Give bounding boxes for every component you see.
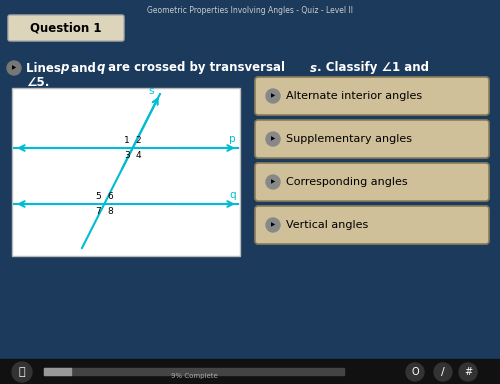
Text: ▶: ▶ xyxy=(12,66,16,71)
Text: #: # xyxy=(464,367,472,377)
Text: Alternate interior angles: Alternate interior angles xyxy=(286,91,422,101)
Circle shape xyxy=(12,362,32,382)
Bar xyxy=(44,368,71,375)
Text: Question 1: Question 1 xyxy=(30,22,102,35)
Text: Lines: Lines xyxy=(26,61,65,74)
Circle shape xyxy=(434,363,452,381)
Text: Vertical angles: Vertical angles xyxy=(286,220,368,230)
Circle shape xyxy=(459,363,477,381)
FancyBboxPatch shape xyxy=(255,120,489,158)
Text: 2: 2 xyxy=(136,136,141,145)
FancyBboxPatch shape xyxy=(255,206,489,244)
Text: p: p xyxy=(60,61,68,74)
FancyBboxPatch shape xyxy=(8,15,124,41)
Text: s: s xyxy=(148,86,154,96)
Text: q: q xyxy=(230,190,236,200)
Bar xyxy=(44,368,344,375)
Text: Corresponding angles: Corresponding angles xyxy=(286,177,408,187)
Text: ▶: ▶ xyxy=(271,93,275,99)
Text: ▶: ▶ xyxy=(271,179,275,184)
Text: 9% Complete: 9% Complete xyxy=(170,373,218,379)
FancyBboxPatch shape xyxy=(12,88,240,256)
Circle shape xyxy=(266,218,280,232)
Bar xyxy=(0,359,500,384)
Text: /: / xyxy=(441,367,445,377)
Circle shape xyxy=(266,89,280,103)
Text: ⏸: ⏸ xyxy=(18,367,26,377)
Text: p: p xyxy=(230,134,236,144)
Text: O: O xyxy=(411,367,419,377)
Text: ∠5.: ∠5. xyxy=(26,76,50,89)
FancyBboxPatch shape xyxy=(255,77,489,115)
Text: 8: 8 xyxy=(108,207,113,216)
Text: Supplementary angles: Supplementary angles xyxy=(286,134,412,144)
FancyBboxPatch shape xyxy=(255,163,489,201)
Text: 7: 7 xyxy=(96,207,102,216)
Circle shape xyxy=(266,132,280,146)
Text: 6: 6 xyxy=(108,192,113,201)
Circle shape xyxy=(406,363,424,381)
Text: . Classify ∠1 and: . Classify ∠1 and xyxy=(317,61,429,74)
Text: Geometric Properties Involving Angles - Quiz - Level II: Geometric Properties Involving Angles - … xyxy=(147,6,353,15)
Text: ▶: ▶ xyxy=(271,222,275,227)
Text: and: and xyxy=(67,61,100,74)
Text: ▶: ▶ xyxy=(271,136,275,141)
Text: 1: 1 xyxy=(124,136,130,145)
Text: 5: 5 xyxy=(96,192,102,201)
Text: q: q xyxy=(97,61,106,74)
Text: s: s xyxy=(310,61,317,74)
Text: are crossed by transversal: are crossed by transversal xyxy=(104,61,289,74)
Text: 4: 4 xyxy=(136,151,141,160)
Circle shape xyxy=(266,175,280,189)
Circle shape xyxy=(7,61,21,75)
Text: 3: 3 xyxy=(124,151,130,160)
